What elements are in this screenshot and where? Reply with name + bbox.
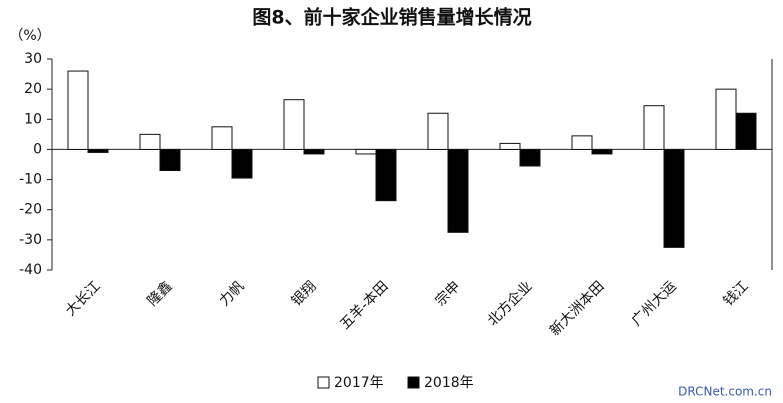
y-tick-label: -30 bbox=[19, 232, 42, 248]
bar bbox=[355, 148, 377, 155]
bar bbox=[375, 148, 397, 202]
y-tick-label: 20 bbox=[24, 81, 42, 97]
legend-swatch bbox=[407, 376, 420, 389]
x-tick-label: 北方企业 bbox=[484, 278, 536, 330]
x-tick-label: 隆鑫 bbox=[144, 278, 176, 310]
bar bbox=[303, 148, 325, 155]
bar bbox=[519, 148, 541, 167]
bar bbox=[663, 148, 685, 248]
legend-label: 2017年 bbox=[334, 375, 384, 391]
x-tick-label: 五羊-本田 bbox=[337, 278, 391, 332]
x-tick-label: 钱江 bbox=[721, 278, 752, 309]
x-tick-label: 银翔 bbox=[289, 278, 320, 309]
bar bbox=[499, 142, 521, 150]
chart-title: 图8、前十家企业销售量增长情况 bbox=[252, 6, 531, 29]
x-tick-label: 广州大运 bbox=[629, 278, 680, 329]
bar bbox=[67, 70, 89, 150]
bar bbox=[427, 112, 449, 150]
bar bbox=[139, 133, 161, 150]
y-tick-label: -40 bbox=[19, 262, 42, 278]
x-tick-label: 力帆 bbox=[217, 278, 248, 309]
bar bbox=[211, 126, 233, 150]
bar bbox=[571, 135, 593, 150]
y-tick-label: 0 bbox=[33, 141, 42, 157]
y-tick-label: 30 bbox=[24, 51, 42, 67]
watermark: DRCNet.com.cn bbox=[678, 385, 772, 399]
bar bbox=[715, 88, 737, 150]
legend-label: 2018年 bbox=[424, 375, 474, 391]
bar bbox=[231, 148, 253, 179]
bar bbox=[159, 148, 181, 172]
bar bbox=[283, 99, 305, 150]
y-tick-label: 10 bbox=[24, 111, 42, 127]
y-axis-label: （%） bbox=[9, 28, 50, 44]
bar bbox=[87, 148, 109, 153]
bar bbox=[591, 148, 613, 155]
x-tick-label: 新大洲本田 bbox=[547, 278, 608, 339]
bar bbox=[735, 112, 757, 150]
legend-swatch bbox=[317, 376, 330, 389]
y-tick-label: -20 bbox=[19, 202, 42, 218]
bar bbox=[643, 105, 665, 150]
x-tick-label: 宗申 bbox=[433, 278, 464, 309]
bar bbox=[447, 148, 469, 233]
x-tick-label: 大长江 bbox=[63, 278, 104, 319]
y-tick-label: -10 bbox=[19, 172, 42, 188]
